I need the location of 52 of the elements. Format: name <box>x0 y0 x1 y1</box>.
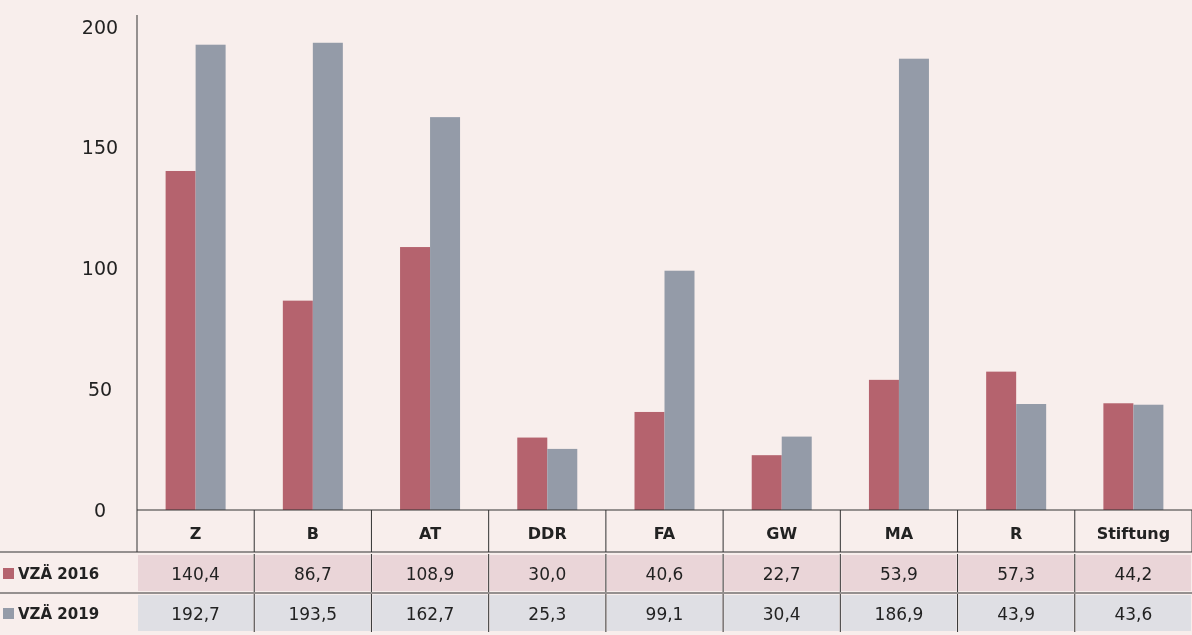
bar <box>898 58 929 510</box>
data-label: 43,9 <box>997 603 1036 624</box>
bar <box>751 455 782 510</box>
x-tick-label: Stiftung <box>1096 523 1171 543</box>
y-tick-label: 50 <box>87 377 113 400</box>
data-label: 86,7 <box>293 563 332 584</box>
bar <box>195 44 226 510</box>
x-tick-label: FA <box>653 523 676 543</box>
data-label: 53,9 <box>880 563 918 584</box>
bar <box>1016 404 1047 510</box>
bar <box>986 371 1017 510</box>
x-tick-label: B <box>306 523 319 543</box>
data-label: 140,4 <box>171 563 220 584</box>
bar <box>400 247 431 510</box>
legend-label: VZÄ 2016 <box>18 564 100 584</box>
data-label: 99,1 <box>645 603 684 624</box>
bar <box>781 436 812 510</box>
x-tick-label: MA <box>884 523 914 543</box>
y-tick-label: 200 <box>81 15 119 38</box>
x-tick-label: DDR <box>527 523 567 543</box>
data-label: 186,9 <box>874 603 924 624</box>
data-label: 30,4 <box>762 603 801 624</box>
bar <box>282 300 313 510</box>
data-label: 40,6 <box>645 563 684 584</box>
bar <box>634 411 665 510</box>
bar <box>664 270 695 510</box>
data-label: 57,3 <box>997 563 1036 584</box>
legend-label: VZÄ 2019 <box>18 604 100 624</box>
y-tick-label: 150 <box>81 136 119 159</box>
bar <box>430 117 461 510</box>
data-label: 25,3 <box>528 603 567 624</box>
x-tick-label: GW <box>766 523 798 543</box>
y-tick-label: 100 <box>81 257 119 280</box>
data-label: 22,7 <box>762 563 801 584</box>
data-label: 193,5 <box>288 603 338 624</box>
bar <box>1103 403 1134 510</box>
x-tick-label: Z <box>189 523 202 543</box>
y-tick-label: 0 <box>93 498 107 521</box>
bar <box>547 448 578 510</box>
bar <box>1133 404 1164 510</box>
bar <box>517 437 548 510</box>
data-label: 162,7 <box>405 603 455 624</box>
data-label: 44,2 <box>1114 563 1153 584</box>
data-label: 43,6 <box>1114 603 1153 624</box>
bar <box>868 379 899 510</box>
data-label: 108,9 <box>405 563 455 584</box>
x-tick-label: AT <box>419 523 442 543</box>
bar <box>312 42 343 510</box>
x-tick-label: R <box>1010 523 1023 543</box>
bar <box>165 170 196 510</box>
data-label: 30,0 <box>528 563 567 584</box>
data-label: 192,7 <box>171 603 220 624</box>
